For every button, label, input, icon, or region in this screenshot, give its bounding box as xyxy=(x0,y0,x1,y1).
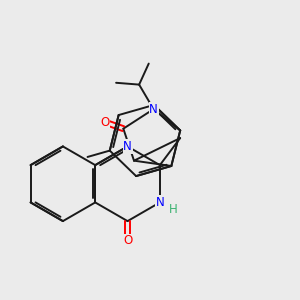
Text: N: N xyxy=(155,196,164,209)
Text: O: O xyxy=(100,116,110,129)
Text: O: O xyxy=(123,234,132,247)
Text: H: H xyxy=(168,203,177,216)
Text: N: N xyxy=(149,103,158,116)
Text: N: N xyxy=(123,140,132,153)
